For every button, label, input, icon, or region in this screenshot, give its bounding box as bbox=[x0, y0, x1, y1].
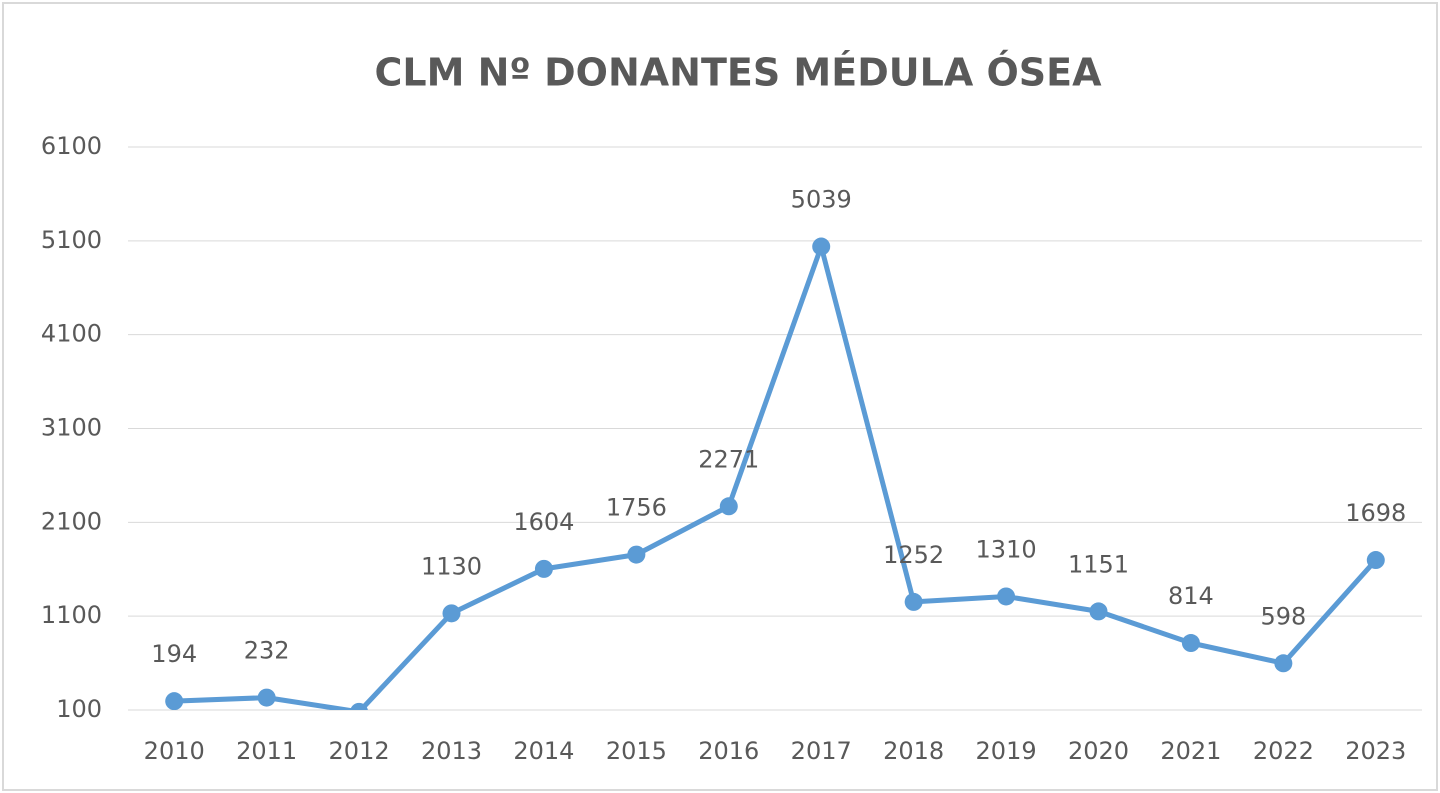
data-label: 598 bbox=[1260, 602, 1306, 630]
x-tick-label: 2011 bbox=[236, 737, 297, 765]
x-tick-label: 2021 bbox=[1160, 737, 1221, 765]
data-label: 1310 bbox=[976, 535, 1037, 563]
x-tick-label: 2016 bbox=[698, 737, 759, 765]
point bbox=[997, 587, 1016, 606]
y-tick-label: 6100 bbox=[41, 132, 102, 160]
x-tick-label: 2017 bbox=[791, 737, 852, 765]
point bbox=[719, 497, 738, 516]
point bbox=[350, 702, 368, 710]
data-label: 232 bbox=[244, 637, 290, 665]
y-tick-label: 1100 bbox=[41, 601, 102, 629]
data-label: 2271 bbox=[698, 445, 759, 473]
data-label: 1604 bbox=[513, 508, 574, 536]
line bbox=[174, 244, 1378, 710]
y-tick-label: 2100 bbox=[41, 507, 102, 535]
point bbox=[257, 688, 276, 707]
data-label: 814 bbox=[1168, 582, 1214, 610]
point bbox=[1366, 551, 1385, 570]
y-tick-label: 3100 bbox=[41, 414, 102, 442]
y-tick-label: 100 bbox=[56, 695, 102, 723]
data-label: 5039 bbox=[791, 186, 852, 214]
x-tick-label: 2022 bbox=[1253, 737, 1314, 765]
data-label: 1252 bbox=[883, 541, 944, 569]
point bbox=[165, 692, 184, 710]
x-tick-label: 2014 bbox=[513, 737, 574, 765]
y-tick-label: 4100 bbox=[41, 320, 102, 348]
data-label: 1130 bbox=[421, 552, 482, 580]
x-tick-label: 2020 bbox=[1068, 737, 1129, 765]
x-tick-label: 2013 bbox=[421, 737, 482, 765]
point bbox=[1274, 654, 1293, 673]
x-tick-label: 2023 bbox=[1345, 737, 1406, 765]
point bbox=[442, 604, 461, 623]
point bbox=[534, 559, 553, 578]
y-tick-label: 5100 bbox=[41, 226, 102, 254]
point bbox=[1089, 602, 1108, 621]
point bbox=[812, 237, 831, 256]
x-tick-label: 2012 bbox=[329, 737, 390, 765]
x-tick-label: 2010 bbox=[144, 737, 205, 765]
data-label: 1698 bbox=[1345, 499, 1406, 527]
point bbox=[1181, 634, 1200, 653]
data-label: 1756 bbox=[606, 494, 667, 522]
x-tick-label: 2015 bbox=[606, 737, 667, 765]
chart-title: CLM Nº DONANTES MÉDULA ÓSEA bbox=[374, 51, 1102, 95]
x-tick-label: 2018 bbox=[883, 737, 944, 765]
x-tick-label: 2019 bbox=[976, 737, 1037, 765]
point bbox=[627, 545, 646, 564]
data-label: 1151 bbox=[1068, 550, 1129, 578]
data-label: 194 bbox=[151, 640, 197, 668]
point bbox=[904, 592, 923, 611]
